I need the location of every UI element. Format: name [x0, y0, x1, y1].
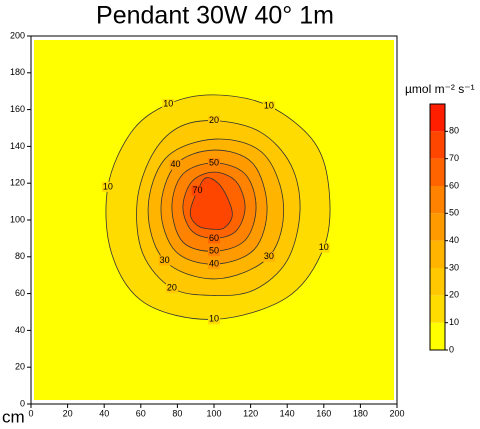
colorbar-tick-label: 30: [449, 262, 459, 272]
contour-label: 40: [171, 159, 181, 169]
contour-label-bg: [208, 314, 220, 325]
colorbar-band: [430, 295, 445, 323]
x-tick-label: 20: [63, 408, 73, 418]
y-tick-label: 40: [15, 325, 25, 335]
colorbar-tick-label: 20: [449, 290, 459, 300]
colorbar-tick-label: 50: [449, 208, 459, 218]
contour-label: 30: [264, 251, 274, 261]
contour-label-bg: [158, 255, 171, 266]
y-tick-label: 20: [15, 362, 25, 372]
y-tick-label: 0: [20, 398, 25, 408]
colorbar-tick-label: 0: [449, 344, 454, 354]
colorbar-tick-label: 40: [449, 235, 459, 245]
contour-label-bg: [162, 99, 175, 110]
colorbar-band: [430, 131, 445, 159]
x-tick-label: 140: [280, 408, 295, 418]
colorbar-band: [430, 268, 445, 296]
y-tick-label: 100: [10, 214, 25, 224]
colorbar-band: [430, 213, 445, 241]
x-tick-label: 40: [99, 408, 109, 418]
x-tick-label: 0: [28, 408, 33, 418]
contour-label-bg: [208, 259, 220, 270]
contour-label-bg: [208, 246, 220, 257]
x-tick-label: 160: [316, 408, 331, 418]
contour-label-bg: [191, 185, 204, 196]
contour-label: 30: [160, 255, 170, 265]
contour-label: 10: [163, 98, 173, 108]
x-tick-label: 60: [136, 408, 146, 418]
x-axis-label: cm: [2, 407, 25, 426]
colorbar-band: [430, 186, 445, 214]
colorbar-band: [430, 322, 445, 350]
contour-label: 50: [209, 157, 219, 167]
contour-label-bg: [208, 157, 220, 168]
colorbar-band: [430, 240, 445, 268]
contour-label-bg: [262, 251, 275, 262]
colorbar-band: [430, 104, 445, 132]
contour-label: 20: [209, 115, 219, 125]
contour-label: 10: [209, 314, 219, 324]
contour-label: 50: [209, 246, 219, 256]
colorbar-tick-label: 10: [449, 317, 459, 327]
contour-label-bg: [101, 181, 114, 192]
colorbar-label: µmol m⁻² s⁻¹: [405, 82, 475, 96]
colorbar-frame: [429, 103, 446, 351]
chart-title: Pendant 30W 40° 1m: [96, 2, 334, 30]
y-tick-label: 80: [15, 251, 25, 261]
contour-label-bg: [208, 115, 220, 126]
colorbar-band: [430, 158, 445, 186]
x-tick-label: 120: [243, 408, 258, 418]
contour-label: 10: [319, 242, 329, 252]
contour-label: 20: [167, 282, 177, 292]
x-tick-label: 200: [389, 408, 404, 418]
contour-label: 10: [264, 100, 274, 110]
contour-label-bg: [262, 100, 275, 111]
contour-label: 10: [103, 181, 113, 191]
contour-label-bg: [165, 283, 178, 294]
contour-label-bg: [317, 242, 330, 253]
contour-label-bg: [169, 159, 182, 170]
colorbar-tick-label: 60: [449, 180, 459, 190]
contour-label: 40: [209, 259, 219, 269]
y-tick-label: 60: [15, 288, 25, 298]
y-tick-label: 180: [10, 67, 25, 77]
x-tick-label: 100: [206, 408, 221, 418]
y-tick-label: 160: [10, 104, 25, 114]
y-tick-label: 120: [10, 178, 25, 188]
colorbar-tick-label: 70: [449, 153, 459, 163]
y-tick-label: 140: [10, 141, 25, 151]
contour-label: 70: [193, 185, 203, 195]
contour-label-bg: [208, 233, 220, 244]
colorbar-tick-label: 80: [449, 126, 459, 136]
y-tick-label: 200: [10, 30, 25, 40]
x-tick-label: 180: [353, 408, 368, 418]
contour-label: 60: [209, 233, 219, 243]
x-tick-label: 80: [172, 408, 182, 418]
